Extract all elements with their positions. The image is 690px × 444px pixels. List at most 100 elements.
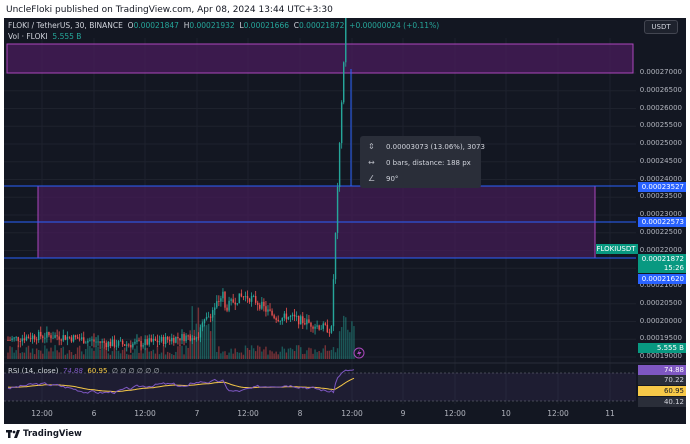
volume-bar — [158, 354, 161, 359]
time-axis[interactable]: 12:00 6 12:00 7 12:00 8 12:00 9 12:00 10 12:00 11 — [4, 406, 636, 424]
symbol-legend[interactable]: FLOKI / TetherUS, 30, BINANCE O0.0002184… — [8, 21, 439, 30]
chart-pane[interactable]: FLOKI / TetherUS, 30, BINANCE O0.0002184… — [4, 18, 686, 424]
lightning-icon[interactable] — [353, 347, 365, 359]
price-tick: 0.00026000 — [639, 103, 682, 112]
volume-bar — [326, 350, 329, 359]
volume-bar — [58, 352, 60, 359]
volume-bar — [232, 353, 234, 359]
candle-body — [89, 340, 91, 342]
price-tick: 0.00020000 — [639, 316, 682, 325]
volume-bar — [150, 351, 153, 359]
candle-body — [220, 298, 222, 302]
candle-body — [99, 341, 101, 343]
candle-body — [343, 62, 345, 103]
candle-body — [293, 314, 296, 317]
candle-body — [265, 306, 267, 312]
candle-body — [29, 338, 32, 339]
volume-bar — [31, 348, 34, 359]
price-tick: 0.00024000 — [639, 174, 682, 183]
candle-body — [226, 307, 228, 311]
volume-bar — [42, 353, 44, 359]
time-tick: 12:00 — [134, 409, 156, 418]
volume-bar — [222, 351, 224, 359]
candle-body — [117, 341, 120, 346]
volume-bar — [275, 351, 277, 359]
candle-body — [138, 340, 140, 342]
candle-body — [336, 186, 339, 233]
candle-body — [78, 338, 81, 340]
volume-bar — [76, 347, 79, 359]
tooltip-bars: 0 bars, distance: 188 px — [386, 158, 471, 167]
volume-bar — [302, 354, 304, 359]
volume-bar — [62, 346, 64, 359]
tooltip-price-row: ⇕ 0.00003073 (13.06%), 3073 — [368, 142, 485, 151]
volume-bar — [193, 329, 195, 359]
candle-body — [246, 296, 249, 299]
candle-body — [338, 143, 341, 187]
price-tick: 0.00023500 — [639, 192, 682, 201]
candle-body — [189, 335, 191, 341]
resistance-zone-top[interactable] — [6, 43, 634, 74]
rsi-axis-label: 70.22 — [638, 375, 686, 385]
volume-bar — [117, 350, 120, 359]
candle-body — [105, 342, 107, 348]
candle-body — [169, 339, 171, 342]
candle-body — [269, 309, 271, 311]
volume-bar — [314, 349, 316, 359]
candle-body — [166, 336, 169, 340]
volume-bar — [123, 347, 126, 359]
volume-bar — [312, 353, 314, 359]
symbol-badge: FLOKIUSDT — [596, 244, 638, 254]
candle-body — [330, 326, 333, 333]
volume-badge: 5.555 B — [638, 343, 686, 353]
volume-bar — [224, 351, 226, 359]
footer-brand[interactable]: TradingView — [6, 429, 82, 439]
volume-bar — [300, 347, 302, 359]
rsi-axis-label: 40.12 — [638, 397, 686, 407]
candle-body — [91, 339, 93, 341]
price-axis[interactable]: 0.00027000 0.00026500 0.00026000 0.00025500… — [596, 18, 686, 407]
volume-bar — [60, 348, 62, 359]
candle-body — [128, 344, 130, 346]
volume-bar — [185, 345, 187, 359]
volume-bar — [324, 345, 327, 359]
chart-canvas[interactable] — [4, 18, 686, 424]
rsi-value-1: 74.88 — [62, 367, 83, 375]
price-badge-mid: 0.00022573 — [638, 217, 686, 227]
candle-body — [66, 336, 69, 340]
volume-bar — [248, 349, 251, 359]
volume-bar — [17, 345, 19, 359]
candle-body — [199, 327, 202, 338]
symbol-title: FLOKI / TetherUS, 30, BINANCE — [8, 21, 123, 30]
volume-legend[interactable]: Vol · FLOKI 5.555 B — [8, 32, 81, 41]
time-tick: 9 — [400, 409, 406, 418]
volume-bar — [164, 354, 167, 359]
volume-bar — [101, 347, 103, 359]
candle-body — [121, 340, 124, 345]
volume-bar — [13, 352, 15, 359]
candle-body — [44, 337, 46, 339]
close-label: C — [293, 21, 300, 30]
candle-body — [283, 313, 286, 318]
candle-body — [326, 324, 329, 333]
volume-bar — [111, 351, 114, 359]
volume-bar — [119, 353, 122, 359]
last-price-badge: 0.00021872 — [638, 254, 686, 264]
currency-button[interactable]: USDT — [644, 20, 678, 34]
volume-bar — [289, 347, 292, 359]
candle-body — [154, 338, 157, 341]
volume-bar — [207, 323, 210, 359]
candle-body — [93, 339, 95, 342]
candle-body — [254, 296, 257, 303]
volume-bar — [89, 346, 91, 359]
volume-bar — [171, 354, 173, 359]
rsi-legend[interactable]: RSI (14, close) 74.88 60.95 ∅ ∅ ∅ ∅ ∅ ∅ — [8, 367, 160, 375]
tooltip-angle-row: ∠ 90° — [368, 174, 398, 183]
candle-body — [275, 318, 277, 320]
time-tick: 12:00 — [444, 409, 466, 418]
volume-bar — [183, 354, 185, 359]
price-tick: 0.00019500 — [639, 334, 682, 343]
candle-body — [316, 325, 318, 327]
volume-bar — [95, 345, 97, 359]
candle-body — [232, 299, 234, 303]
